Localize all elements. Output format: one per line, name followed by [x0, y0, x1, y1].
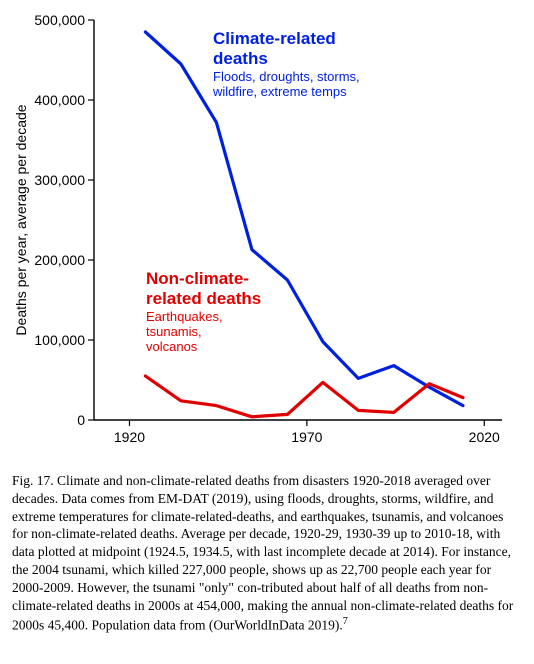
- y-tick-label: 100,000: [34, 332, 85, 348]
- chart: 0 100,000 200,000 300,000 400,000 500,000 1920…: [8, 8, 526, 468]
- nonclimate-line: [145, 376, 463, 417]
- figure-caption: Fig. 17. Climate and non-climate-related…: [8, 468, 526, 634]
- caption-text: Fig. 17. Climate and non-climate-related…: [12, 473, 513, 632]
- nonclimate-label-sub: Earthquakes,: [146, 309, 223, 324]
- climate-label-title: Climate-related: [213, 29, 336, 48]
- caption-footnote: 7: [343, 616, 348, 627]
- nonclimate-label-sub: volcanos: [146, 339, 198, 354]
- climate-label-sub: wildfire, extreme temps: [212, 84, 347, 99]
- y-axis-label: Deaths per year, average per decade: [13, 104, 29, 335]
- y-tick-label: 300,000: [34, 172, 85, 188]
- y-tick-label: 0: [77, 412, 85, 428]
- x-tick-label: 2020: [469, 429, 500, 445]
- nonclimate-label-title2: related deaths: [146, 289, 261, 308]
- y-tick-label: 500,000: [34, 12, 85, 28]
- nonclimate-label-sub: tsunamis,: [146, 324, 202, 339]
- nonclimate-label-title: Non-climate-: [146, 269, 249, 288]
- climate-label-sub: Floods, droughts, storms,: [213, 69, 360, 84]
- chart-svg: 0 100,000 200,000 300,000 400,000 500,000 1920…: [8, 8, 526, 468]
- climate-label-title2: deaths: [213, 49, 268, 68]
- y-tick-label: 400,000: [34, 92, 85, 108]
- y-tick-label: 200,000: [34, 252, 85, 268]
- x-tick-label: 1970: [291, 429, 322, 445]
- x-tick-label: 1920: [114, 429, 145, 445]
